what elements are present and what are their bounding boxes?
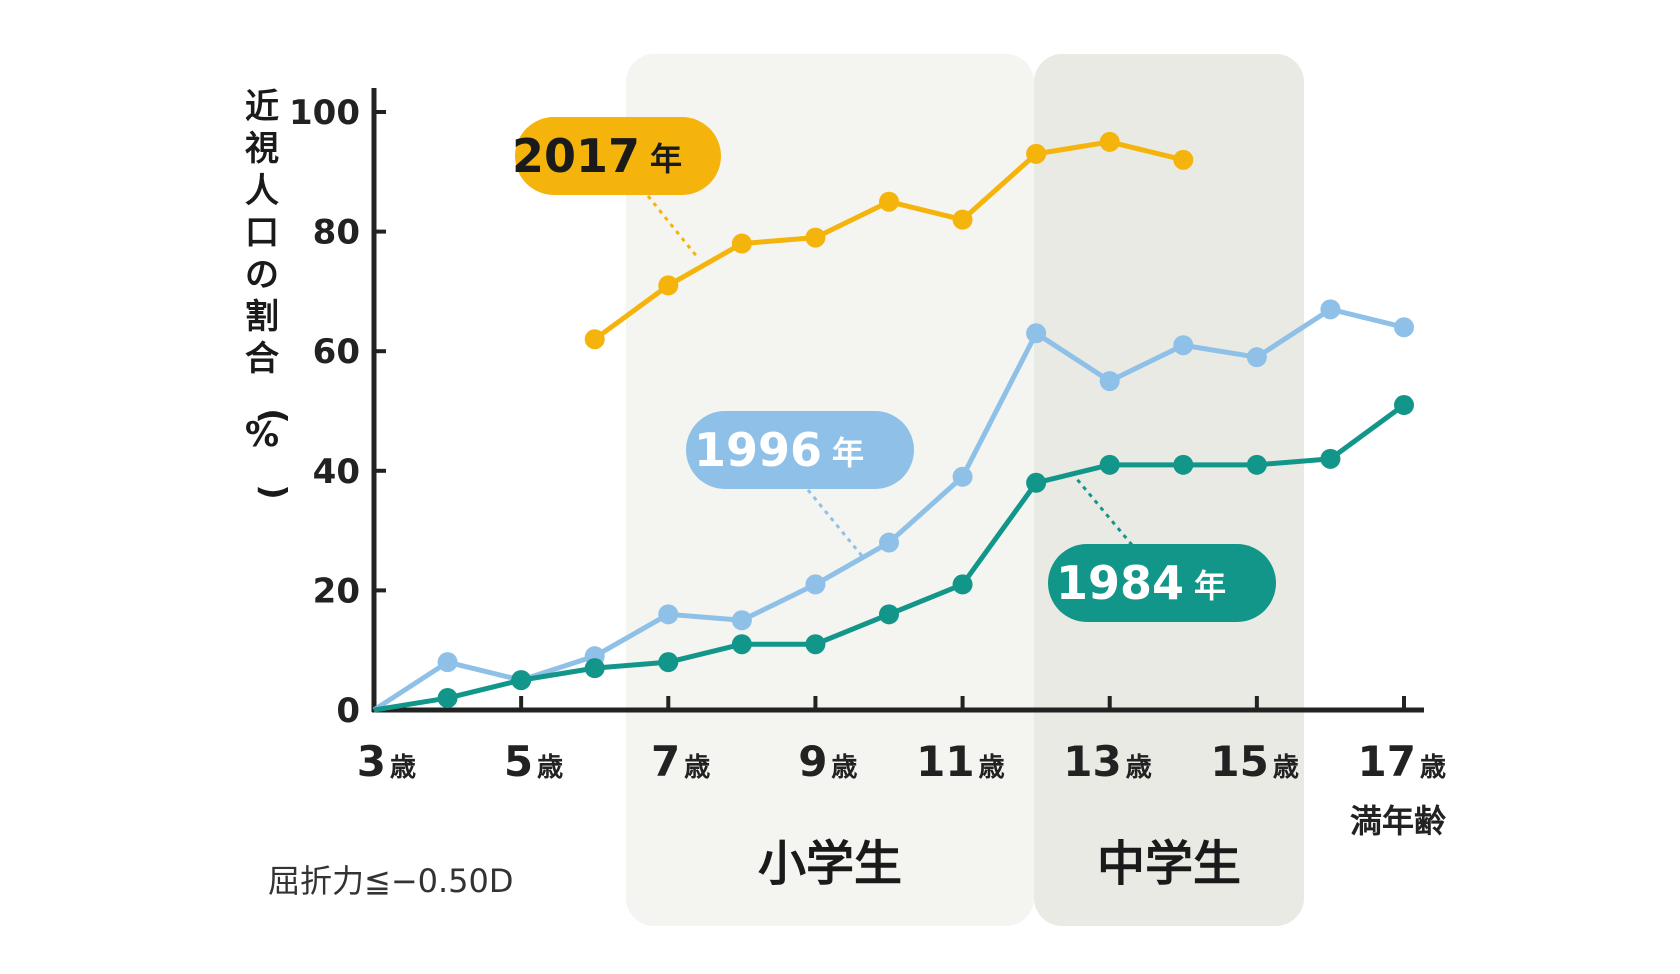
x-ticks: 3 歳 5 歳 7 歳 9 歳 11 歳 13 歳 15 歳 17 歳: [357, 696, 1446, 786]
series-label-pill: [1048, 544, 1276, 622]
data-point-1984: [1173, 454, 1194, 475]
x-tick-unit: 歳: [1420, 753, 1446, 783]
y-axis-label-char: 視: [245, 129, 279, 169]
y-axis-label-char: の: [245, 255, 279, 295]
data-point-1984: [1394, 395, 1414, 416]
x-tick-number: 11: [916, 737, 974, 786]
data-point-1984: [658, 652, 679, 673]
series-label-2017: 2017 年: [512, 117, 721, 259]
series-label-pill: [515, 117, 721, 195]
data-point-1996: [658, 604, 679, 625]
data-point-1996: [1246, 347, 1267, 368]
data-point-1996: [1320, 299, 1341, 320]
data-point-2017: [1099, 131, 1120, 152]
data-point-1996: [1394, 317, 1414, 338]
x-tick-number: 13: [1063, 737, 1121, 786]
data-point-1984: [952, 574, 973, 595]
data-point-1984: [805, 634, 826, 655]
data-point-2017: [1173, 149, 1194, 170]
x-tick-unit: 歳: [831, 753, 857, 783]
series-label-1996: 1996 年: [686, 411, 914, 557]
y-axis-label-char: %: [245, 415, 279, 455]
data-point-1996: [1026, 323, 1047, 344]
data-point-2017: [952, 209, 973, 230]
series-1984: [373, 395, 1414, 713]
y-tick-label: 20: [313, 571, 360, 611]
y-axis-label-char: 人: [245, 171, 279, 211]
data-point-1984: [584, 658, 605, 679]
data-point-1996: [1173, 335, 1194, 356]
y-axis-label-char: 合: [245, 339, 279, 379]
data-point-1984: [511, 670, 532, 691]
x-tick-number: 7: [651, 737, 680, 786]
x-tick-number: 5: [504, 737, 533, 786]
data-point-1996: [879, 532, 899, 553]
school-bands: 小学生 中学生: [626, 54, 1304, 926]
series-label-leader: [646, 195, 700, 259]
y-tick-label: 80: [313, 213, 360, 253]
data-point-1984: [879, 604, 899, 625]
data-point-1996: [1099, 371, 1120, 392]
y-tick-label: 0: [336, 691, 360, 731]
series-label-unit: 年: [650, 140, 682, 178]
series-label-pill: [686, 411, 914, 489]
data-point-2017: [879, 191, 899, 212]
y-axis-label-char: (: [253, 408, 293, 424]
x-tick-number: 15: [1210, 737, 1268, 786]
y-ticks: 0 20 40 60 80 100: [289, 93, 386, 731]
series-label-unit: 年: [832, 434, 864, 472]
series-label-year: 1996: [694, 423, 822, 477]
y-axis-label-char: ): [253, 484, 293, 500]
series-labels: 2017 年 1996 年 1984 年: [512, 117, 1276, 622]
band-label-junior-high: 中学生: [1097, 836, 1241, 892]
data-point-1996: [731, 610, 752, 631]
data-point-2017: [584, 329, 605, 350]
data-point-1984: [437, 688, 458, 709]
band-label-elementary: 小学生: [758, 836, 902, 892]
y-tick-label: 40: [313, 452, 360, 492]
y-axis-label-char: 近: [245, 87, 279, 127]
x-tick-number: 3: [357, 737, 386, 786]
data-point-2017: [658, 275, 679, 296]
x-tick-unit: 歳: [390, 753, 416, 783]
refraction-note: 屈折力≦−0.50D: [268, 862, 514, 900]
series-label-year: 2017: [512, 129, 640, 183]
data-point-1984: [1099, 454, 1120, 475]
y-axis-label-char: 口: [245, 213, 279, 253]
band-junior-high: [1034, 54, 1304, 926]
data-point-1984: [731, 634, 752, 655]
data-point-2017: [731, 233, 752, 254]
data-point-2017: [805, 227, 826, 248]
data-point-1984: [1246, 454, 1267, 475]
series-label-leader: [1074, 477, 1134, 546]
data-point-2017: [1026, 143, 1047, 164]
x-tick-number: 17: [1358, 737, 1416, 786]
data-point-1996: [805, 574, 826, 595]
data-point-1996: [952, 466, 973, 487]
data-point-1984: [1026, 472, 1047, 493]
series-2017: [584, 131, 1194, 350]
x-tick-unit: 歳: [979, 753, 1005, 783]
y-axis-label-char: 割: [245, 297, 279, 337]
series-label-1984: 1984 年: [1048, 477, 1276, 622]
series-label-year: 1984: [1056, 556, 1184, 610]
x-tick-unit: 歳: [1126, 753, 1152, 783]
data-point-1996: [437, 652, 458, 673]
series-label-unit: 年: [1194, 567, 1226, 605]
data-point-1984: [1320, 448, 1341, 469]
x-axis-unit-label: 満年齢: [1350, 802, 1446, 840]
x-tick-number: 9: [798, 737, 827, 786]
y-tick-label: 60: [313, 332, 360, 372]
x-tick-unit: 歳: [1273, 753, 1299, 783]
x-tick-unit: 歳: [537, 753, 563, 783]
y-tick-label: 100: [289, 93, 360, 133]
series-layer: [372, 131, 1414, 713]
x-tick-unit: 歳: [684, 753, 710, 783]
